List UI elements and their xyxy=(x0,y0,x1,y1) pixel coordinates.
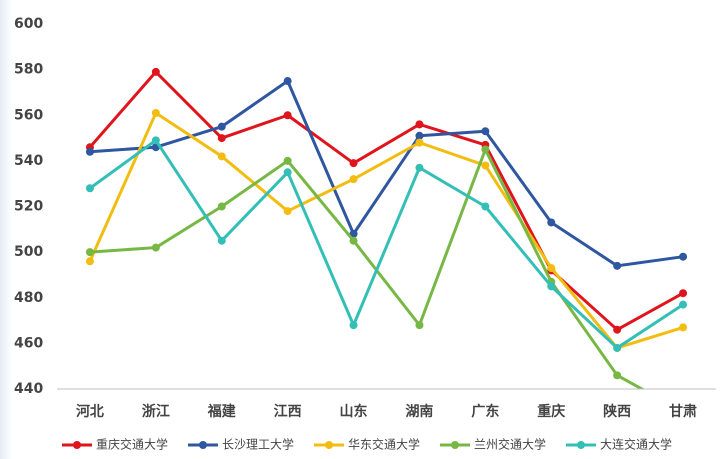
x-tick-label: 重庆 xyxy=(537,403,565,420)
data-point xyxy=(349,159,358,168)
series-line xyxy=(89,147,645,389)
data-point xyxy=(613,343,622,352)
y-tick-label: 460 xyxy=(14,335,43,351)
data-point xyxy=(679,252,688,261)
data-point xyxy=(481,161,490,170)
data-point xyxy=(283,77,292,86)
data-point xyxy=(481,145,490,154)
data-point xyxy=(547,282,556,291)
plot-area xyxy=(85,67,688,389)
data-point xyxy=(547,264,556,273)
legend-marker xyxy=(73,441,81,449)
y-tick-label: 600 xyxy=(14,16,43,32)
data-point xyxy=(283,111,292,120)
legend-marker xyxy=(325,441,333,449)
y-tick-label: 480 xyxy=(14,290,43,306)
y-tick-label: 500 xyxy=(14,244,43,260)
data-point xyxy=(547,218,556,227)
x-tick-label: 河北 xyxy=(76,403,104,420)
data-point xyxy=(679,300,688,309)
data-point xyxy=(679,289,688,298)
y-tick-label: 440 xyxy=(14,381,43,397)
data-point xyxy=(613,261,622,270)
data-point xyxy=(151,67,160,76)
legend-label: 重庆交通大学 xyxy=(96,437,168,452)
x-tick-label: 甘肃 xyxy=(669,403,697,420)
data-point xyxy=(415,138,424,147)
data-point xyxy=(481,127,490,136)
data-point xyxy=(283,168,292,177)
data-point xyxy=(349,229,358,238)
data-point xyxy=(217,122,226,131)
legend-label: 华东交通大学 xyxy=(348,437,420,452)
x-tick-label: 江西 xyxy=(274,403,302,420)
legend-marker xyxy=(451,441,459,449)
data-point xyxy=(151,243,160,252)
x-tick-label: 广东 xyxy=(471,403,499,420)
data-point xyxy=(217,236,226,245)
series-line xyxy=(89,138,684,350)
data-point xyxy=(415,120,424,129)
legend-marker xyxy=(199,441,207,449)
data-point xyxy=(85,248,94,257)
data-point xyxy=(151,108,160,117)
series-line xyxy=(88,111,684,350)
series-line xyxy=(89,79,684,268)
y-tick-label: 580 xyxy=(14,62,43,78)
x-tick-label: 山东 xyxy=(340,403,368,420)
data-point xyxy=(613,325,622,334)
data-point xyxy=(415,131,424,140)
data-point xyxy=(283,156,292,165)
y-tick-label: 560 xyxy=(14,107,43,123)
legend-label: 大连交通大学 xyxy=(600,437,672,452)
data-point xyxy=(217,152,226,161)
data-point xyxy=(217,202,226,211)
data-point xyxy=(415,321,424,330)
legend-label: 兰州交通大学 xyxy=(474,437,546,452)
data-point xyxy=(613,371,622,380)
data-point xyxy=(481,202,490,211)
data-point xyxy=(283,207,292,216)
data-point xyxy=(349,236,358,245)
series-line xyxy=(88,70,684,332)
legend-label: 长沙理工大学 xyxy=(222,437,294,452)
data-point xyxy=(217,134,226,143)
data-point xyxy=(679,323,688,332)
edge-shade xyxy=(0,0,12,459)
x-tick-label: 陕西 xyxy=(603,403,631,420)
y-tick-label: 520 xyxy=(14,199,43,215)
legend-marker xyxy=(577,441,585,449)
x-tick-label: 福建 xyxy=(207,403,236,420)
y-tick-label: 540 xyxy=(14,153,43,169)
data-point xyxy=(151,136,160,145)
data-point xyxy=(349,321,358,330)
data-point xyxy=(85,257,94,266)
data-point xyxy=(349,175,358,184)
data-point xyxy=(85,147,94,156)
x-tick-label: 浙江 xyxy=(142,403,170,420)
x-tick-label: 湖南 xyxy=(405,403,433,420)
data-point xyxy=(415,163,424,172)
data-point xyxy=(85,184,94,193)
